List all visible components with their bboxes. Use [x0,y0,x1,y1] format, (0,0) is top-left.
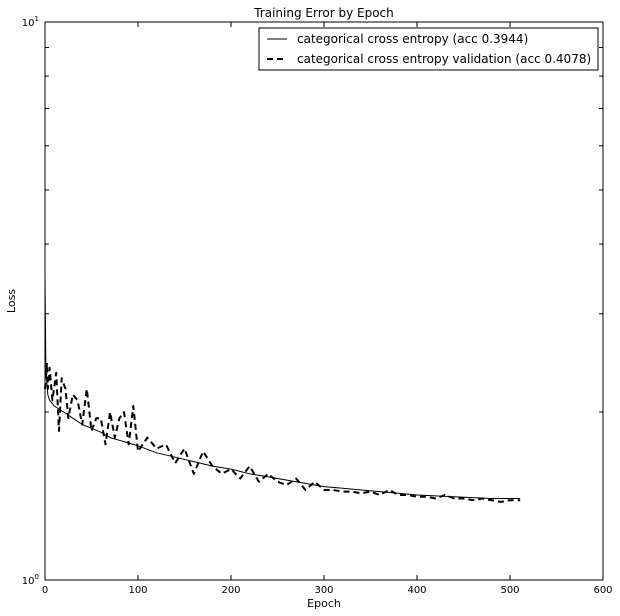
x-tick-label: 600 [593,585,612,596]
x-axis-label: Epoch [307,597,341,610]
x-tick-label: 200 [221,585,240,596]
series-line-0 [44,276,521,499]
x-tick-label: 100 [128,585,147,596]
legend: categorical cross entropy (acc 0.3944) c… [258,27,599,71]
y-tick-label: 101 [22,15,39,29]
y-axis-label: Loss [5,289,18,313]
y-tick-label: 100 [22,573,39,587]
plot-area [44,21,604,581]
x-tick-label: 300 [314,585,333,596]
legend-label-train: categorical cross entropy (acc 0.3944) [297,32,528,46]
legend-box [258,27,599,71]
series-line-1 [44,361,521,503]
series-layer [44,276,521,503]
chart-title: Training Error by Epoch [253,6,394,20]
x-tick-label: 0 [42,585,48,596]
legend-label-validation: categorical cross entropy validation (ac… [297,52,591,66]
x-tick-label: 400 [407,585,426,596]
x-tick-label: 500 [500,585,519,596]
